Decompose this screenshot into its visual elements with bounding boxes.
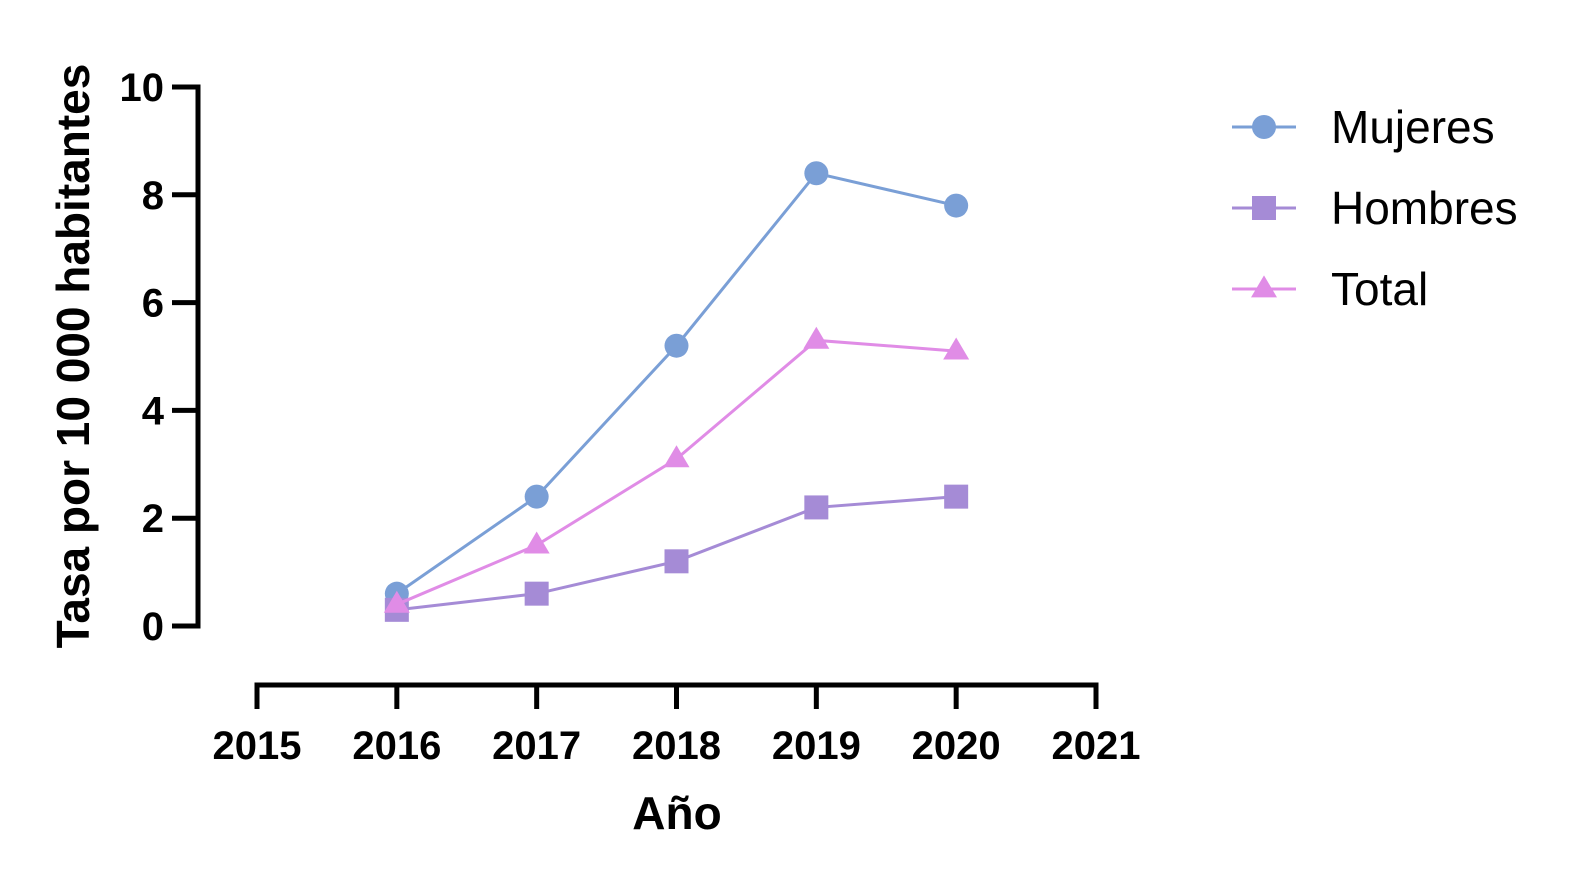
x-tick-label: 2016 bbox=[352, 724, 441, 768]
data-point-total bbox=[523, 531, 550, 554]
x-axis-title: Año bbox=[632, 787, 721, 839]
legend-label: Total bbox=[1331, 263, 1428, 315]
y-tick-label: 6 bbox=[142, 282, 164, 326]
data-point-mujeres bbox=[524, 484, 549, 509]
series-layer bbox=[383, 161, 970, 622]
data-point-hombres bbox=[804, 495, 829, 520]
data-point-total bbox=[803, 326, 830, 349]
series-line-mujeres bbox=[395, 171, 957, 595]
y-tick-label: 0 bbox=[142, 605, 164, 649]
data-point-total bbox=[943, 337, 970, 360]
x-tick-label: 2015 bbox=[213, 724, 302, 768]
legend-item-hombres: Hombres bbox=[1232, 182, 1518, 234]
data-point-mujeres bbox=[664, 333, 689, 358]
series-hombres bbox=[384, 484, 969, 622]
x-tick-label: 2017 bbox=[492, 724, 581, 768]
data-point-hombres bbox=[524, 581, 549, 606]
y-tick-label: 10 bbox=[120, 66, 165, 110]
legend-marker bbox=[1251, 275, 1277, 298]
y-tick-label: 4 bbox=[142, 389, 165, 433]
data-point-mujeres bbox=[804, 161, 829, 186]
x-tick-label: 2018 bbox=[632, 724, 721, 768]
legend-item-total: Total bbox=[1232, 263, 1428, 315]
x-tick-label: 2021 bbox=[1052, 724, 1141, 768]
legend-marker bbox=[1252, 196, 1276, 220]
data-point-total bbox=[383, 590, 410, 613]
y-tick-label: 2 bbox=[142, 497, 164, 541]
series-total bbox=[383, 326, 970, 613]
legend: Mujeres Hombres Total bbox=[1232, 101, 1518, 315]
x-tick-label: 2019 bbox=[772, 724, 861, 768]
data-point-total bbox=[663, 445, 690, 468]
legend-label: Hombres bbox=[1331, 182, 1518, 234]
y-axis: 0 2 4 6 8 10 bbox=[120, 66, 201, 649]
data-point-hombres bbox=[664, 549, 689, 574]
legend-item-mujeres: Mujeres bbox=[1232, 101, 1495, 153]
data-point-mujeres bbox=[944, 193, 969, 218]
data-point-hombres bbox=[944, 484, 969, 509]
x-tick-label: 2020 bbox=[912, 724, 1001, 768]
x-axis: 2015 2016 2017 2018 2019 2020 2021 bbox=[213, 682, 1141, 768]
legend-marker bbox=[1252, 115, 1276, 139]
legend-label: Mujeres bbox=[1331, 101, 1495, 153]
y-axis-title: Tasa por 10 000 habitantes bbox=[47, 64, 99, 649]
y-tick-label: 8 bbox=[142, 174, 164, 218]
series-mujeres bbox=[384, 161, 969, 606]
